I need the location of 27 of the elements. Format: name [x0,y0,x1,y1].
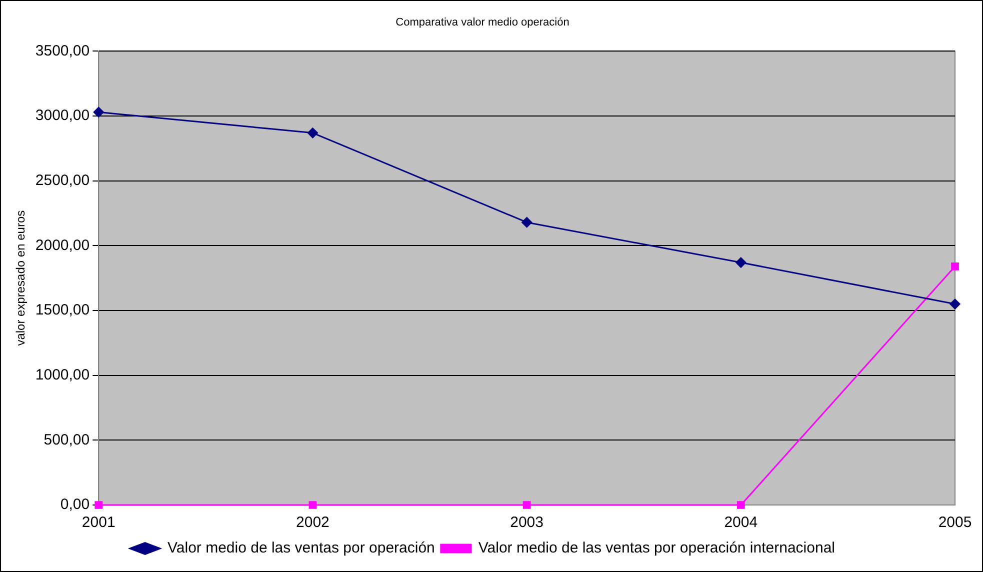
chart-title: Comparativa valor medio operación [396,16,570,29]
y-axis-title: valor expresado en euros [14,210,28,346]
y-tick-label: 500,00 [44,431,90,448]
y-tick-label: 0,00 [60,496,90,514]
y-tick-label: 1000,00 [35,366,90,384]
y-tick-label: 3000,00 [35,107,90,124]
legend-label: Valor medio de las ventas por operación [168,540,435,557]
legend-label: Valor medio de las ventas por operación internacional [478,540,835,557]
x-tick-label: 2002 [296,514,330,532]
x-tick-label: 2001 [82,514,116,532]
x-tick-label: 2005 [938,514,972,532]
point [950,298,960,310]
point [308,501,317,509]
point [522,501,531,509]
point [94,501,103,509]
y-tick-label: 1500,00 [35,302,90,319]
point [736,257,746,268]
x-tick-label: 2004 [724,514,758,532]
y-tick-label: 2500,00 [35,172,90,189]
point [93,106,104,118]
x-tick-label: 2003 [510,514,544,532]
point [307,128,318,138]
y-tick-label: 3500,00 [35,42,90,60]
point [522,217,532,228]
y-tick-label: 2000,00 [35,236,90,254]
point [736,501,745,509]
point [951,262,959,270]
